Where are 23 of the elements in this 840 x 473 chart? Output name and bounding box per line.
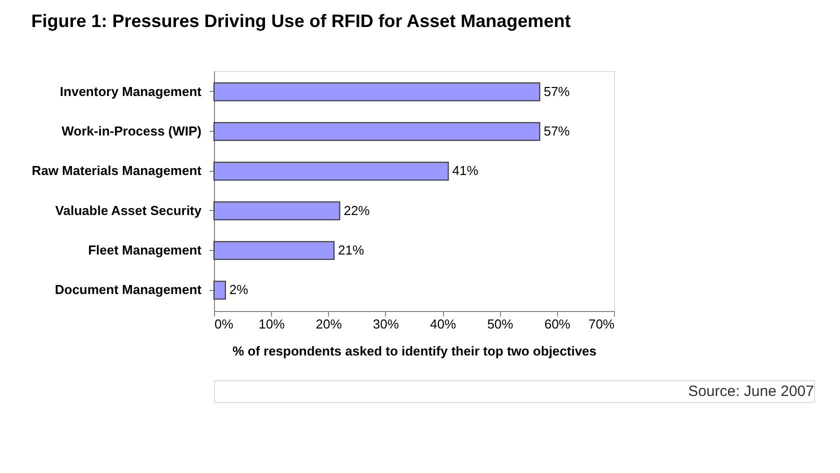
y-tick-label: Work-in-Process (WIP) — [62, 123, 202, 138]
source-note: Source: June 2007 — [688, 383, 814, 400]
data-label: 2% — [229, 282, 249, 298]
x-tick-label: 40% — [430, 316, 457, 332]
data-label: 57% — [544, 123, 570, 138]
chart-title: Figure 1: Pressures Driving Use of RFID for Asset Management — [31, 11, 571, 31]
x-tick-label: 70% — [588, 316, 615, 332]
x-tick-label: 0% — [214, 316, 234, 332]
data-label: 21% — [338, 242, 364, 258]
y-tick-label: Inventory Management — [60, 84, 202, 99]
data-label: 22% — [344, 202, 370, 218]
x-tick-label: 60% — [544, 316, 571, 332]
y-tick-label: Fleet Management — [88, 242, 202, 258]
y-tick-label: Raw Materials Management — [32, 163, 202, 178]
x-tick-label: 50% — [487, 316, 514, 332]
y-tick-label: Valuable Asset Security — [55, 202, 202, 218]
data-label: 41% — [452, 163, 479, 178]
x-tick-label: 30% — [372, 316, 400, 332]
x-tick-label: 10% — [258, 316, 286, 332]
data-label: 57% — [544, 84, 570, 99]
x-axis-title: % of respondents asked to identify their top two objectives — [232, 344, 597, 358]
y-tick-label: Document Management — [54, 282, 202, 298]
x-tick-label: 20% — [316, 316, 342, 332]
